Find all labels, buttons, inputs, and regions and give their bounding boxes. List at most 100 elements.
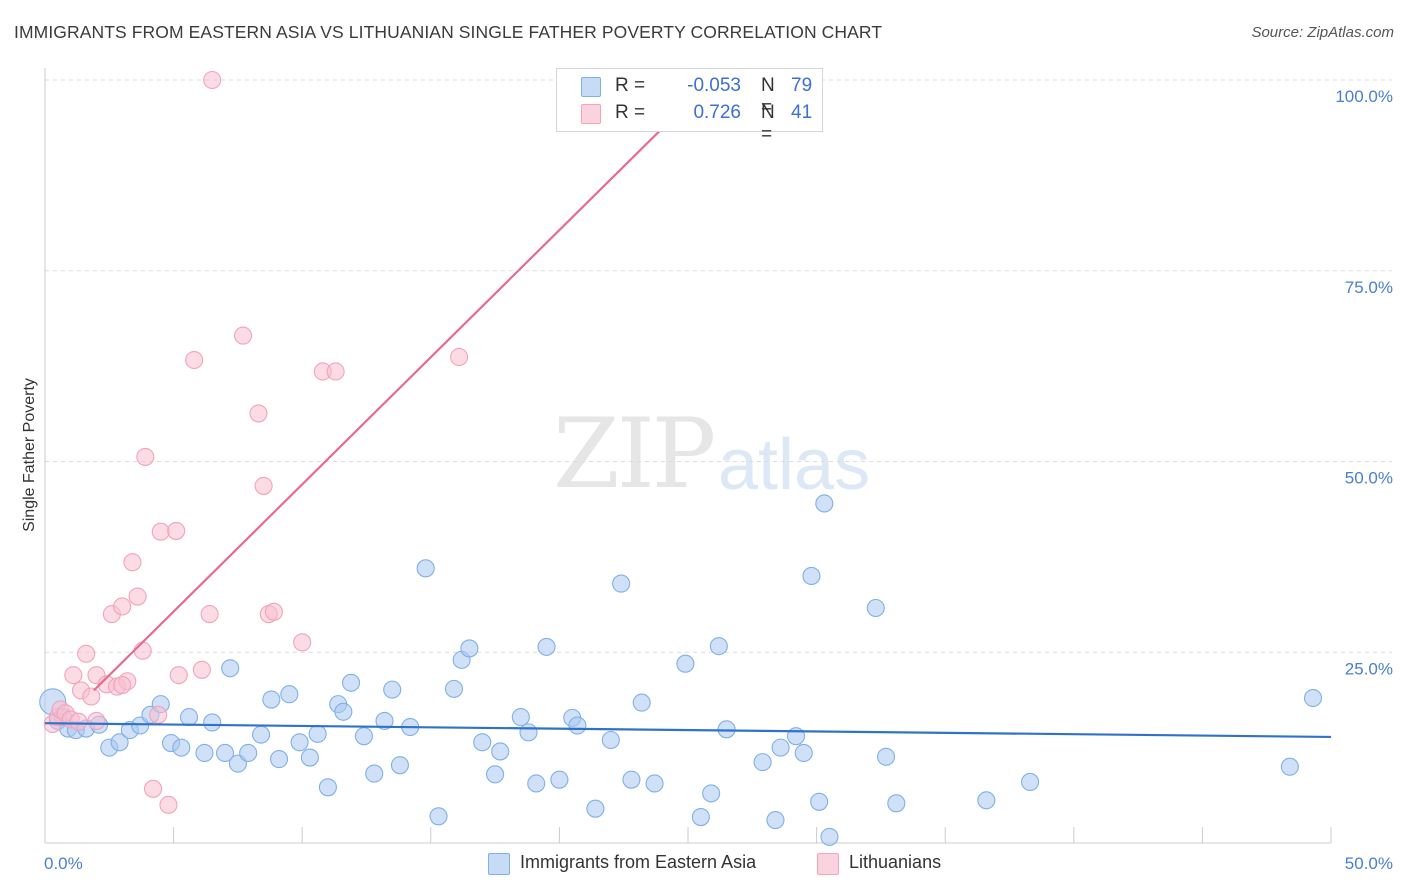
data-point — [87, 711, 106, 730]
r-value: -0.053 — [687, 75, 741, 96]
data-point — [308, 724, 327, 743]
data-point — [815, 494, 834, 513]
data-point — [866, 598, 885, 618]
x-tick-label: 0.0% — [44, 854, 83, 873]
data-point — [82, 687, 101, 706]
data-point — [486, 765, 505, 784]
data-point — [676, 654, 695, 673]
data-point — [450, 347, 469, 367]
data-point — [149, 705, 168, 724]
data-point — [550, 770, 569, 789]
data-point — [264, 602, 283, 621]
data-point — [709, 637, 728, 656]
data-point — [568, 716, 587, 735]
n-label: N = — [761, 75, 775, 118]
data-point — [262, 690, 281, 709]
y-tick-label: 75.0% — [1345, 278, 1393, 297]
data-point — [290, 733, 309, 752]
data-point — [77, 644, 96, 663]
data-point — [691, 808, 710, 827]
data-point — [110, 733, 129, 752]
data-point — [632, 693, 651, 712]
watermark-atlas: atlas — [718, 425, 871, 505]
data-point — [326, 362, 345, 381]
data-point — [334, 702, 353, 721]
data-point — [123, 553, 142, 572]
source-label: Source: ZipAtlas.com — [1251, 24, 1394, 41]
legend-swatch-pink — [581, 104, 601, 124]
data-point — [766, 811, 785, 830]
data-point — [239, 743, 258, 763]
data-point — [179, 708, 199, 727]
trend-lines — [44, 79, 1332, 739]
data-point — [128, 587, 147, 606]
y-tick-label: 50.0% — [1345, 469, 1393, 488]
y-axis-title: Single Father Poverty — [21, 378, 38, 532]
y-tick-label: 25.0% — [1345, 659, 1393, 678]
data-point — [192, 660, 211, 679]
data-point — [136, 447, 155, 466]
data-point — [203, 713, 222, 732]
data-point — [491, 742, 510, 761]
data-point — [249, 404, 268, 423]
series-immigrants-eastern-asia — [39, 494, 1323, 846]
r-value: 0.726 — [693, 102, 741, 123]
data-point — [1021, 772, 1040, 792]
tick-labels: 25.0% 50.0% 75.0% 100.0% 0.0% 50.0% — [44, 87, 1393, 873]
data-point — [717, 720, 736, 739]
data-point — [519, 723, 538, 742]
r-label: R = — [615, 102, 646, 123]
data-point — [195, 743, 214, 763]
data-point — [151, 522, 170, 541]
y-tick-label: 100.0% — [1335, 87, 1393, 106]
n-value: 41 — [791, 102, 813, 123]
data-point — [416, 559, 435, 578]
data-point — [771, 738, 790, 757]
data-point — [254, 476, 273, 495]
data-point — [537, 637, 556, 656]
series-lithuanians — [43, 70, 469, 814]
data-point — [977, 791, 996, 810]
data-point — [167, 521, 186, 540]
data-point — [444, 679, 463, 698]
data-point — [473, 733, 492, 752]
data-point — [318, 778, 337, 797]
chart-title: IMMIGRANTS FROM EASTERN ASIA VS LITHUANI… — [14, 22, 883, 42]
data-point — [802, 566, 821, 586]
axes — [44, 68, 1332, 844]
data-point — [612, 574, 631, 593]
data-point — [251, 725, 271, 744]
r-label: R = — [615, 75, 646, 96]
data-point — [69, 712, 88, 731]
data-point — [753, 753, 772, 772]
data-point — [172, 738, 191, 757]
data-point — [293, 633, 312, 652]
data-point — [375, 711, 394, 730]
data-point — [270, 750, 289, 769]
data-point — [586, 799, 605, 818]
watermark-zip: ZIP — [553, 398, 716, 510]
data-point — [342, 673, 361, 692]
n-label: N = — [761, 102, 775, 145]
data-point — [159, 795, 178, 814]
data-point — [300, 748, 319, 767]
data-point — [1280, 757, 1299, 776]
data-point — [1303, 688, 1323, 708]
trend-line-blue — [44, 722, 1332, 739]
data-point — [365, 764, 384, 783]
data-point — [354, 727, 373, 746]
data-point — [820, 827, 839, 846]
trend-line-pink — [93, 79, 712, 692]
data-point — [113, 676, 132, 695]
n-value: 79 — [791, 75, 813, 96]
legend-swatch-blue — [581, 77, 601, 97]
correlation-legend: R = -0.053 N = 79 R = 0.726 N = 41 — [556, 68, 823, 145]
legend-swatch-pink — [817, 853, 839, 875]
data-point — [527, 774, 546, 793]
data-point — [64, 666, 83, 685]
data-point — [221, 659, 240, 678]
legend-swatch-blue — [488, 853, 510, 875]
data-point — [887, 794, 906, 813]
gridlines — [45, 79, 1392, 653]
